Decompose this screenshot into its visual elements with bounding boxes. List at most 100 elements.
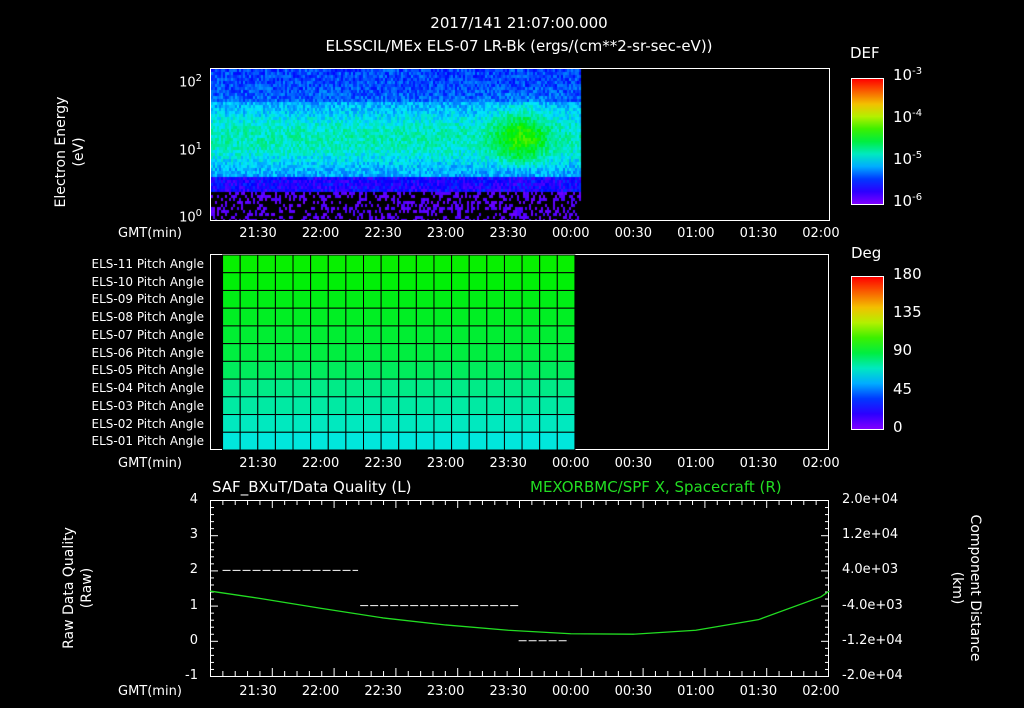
pitch-cell-els-04 xyxy=(363,378,382,398)
pitch-cell-els-07 xyxy=(521,325,541,345)
pitch-cell-els-06 xyxy=(503,343,523,362)
pitch-cell-els-01 xyxy=(503,431,523,451)
pitch-cell-els-02 xyxy=(310,414,329,433)
pitch-cell-els-03 xyxy=(292,396,312,416)
pitch-cell-els-06 xyxy=(310,343,329,362)
pitch-cell-els-01 xyxy=(292,431,312,451)
pitch-cell-els-09 xyxy=(310,289,329,309)
spectrogram-frame xyxy=(210,68,830,221)
pitch-cell-els-05 xyxy=(451,360,470,380)
def-colorbar xyxy=(851,78,884,205)
pitch-cell-els-02 xyxy=(327,414,347,433)
pitch-cell-els-01 xyxy=(521,431,541,451)
pitch-angle-grid xyxy=(210,254,829,451)
pitch-cell-els-10 xyxy=(363,272,382,291)
pitch-cell-els-05 xyxy=(292,360,312,380)
pitch-cell-els-11 xyxy=(433,254,453,274)
time-tick-label: 01:00 xyxy=(677,456,715,471)
pitch-cell-els-10 xyxy=(556,272,576,291)
plot-title: ELSSCIL/MEx ELS-07 LR-Bk (ergs/(cm**2-sr… xyxy=(325,37,713,55)
time-tick-label: 21:30 xyxy=(239,684,277,699)
pitch-cell-els-07 xyxy=(222,325,241,345)
time-tick-label: 23:00 xyxy=(426,684,465,699)
pitch-cell-els-08 xyxy=(451,307,470,327)
pitch-cell-els-09 xyxy=(539,289,558,309)
ytick-1: 100 xyxy=(179,208,202,226)
pitch-cell-els-10 xyxy=(539,272,558,291)
pitch-cell-els-05 xyxy=(257,360,276,380)
pitch-cell-els-06 xyxy=(239,343,259,362)
pitch-cell-els-03 xyxy=(257,396,276,416)
cb-tick: 10-4 xyxy=(893,108,923,126)
time-tick-label: 02:00 xyxy=(802,684,840,699)
pitch-cell-els-08 xyxy=(257,307,276,327)
pitch-cell-els-05 xyxy=(486,360,505,380)
right-ytick: -4.0e+03 xyxy=(842,597,903,613)
pitch-cell-els-11 xyxy=(274,254,294,274)
pitch-cell-els-01 xyxy=(468,431,488,451)
pitch-cell-els-08 xyxy=(292,307,312,327)
pitch-row-label: ELS-09 Pitch Angle xyxy=(91,292,204,307)
pitch-cell-els-03 xyxy=(486,396,505,416)
right-ytick: 1.2e+04 xyxy=(842,527,899,543)
pitch-cell-els-05 xyxy=(222,360,241,380)
pitch-cell-els-07 xyxy=(556,325,576,345)
pitch-cell-els-04 xyxy=(539,378,558,398)
pitch-cell-els-03 xyxy=(222,396,241,416)
time-tick-label: 00:30 xyxy=(614,226,653,241)
cb-tick: 90 xyxy=(893,341,913,359)
right-ytick: -2.0e+04 xyxy=(842,668,903,683)
energy-spectrogram xyxy=(211,69,829,220)
time-tick-label: 00:30 xyxy=(614,456,653,471)
pitch-cell-els-09 xyxy=(222,289,241,309)
time-tick-label: 22:30 xyxy=(364,684,402,699)
pitch-cell-els-11 xyxy=(468,254,488,274)
pitch-cell-els-04 xyxy=(398,378,417,398)
pitch-cell-els-04 xyxy=(451,378,470,398)
pitch-cell-els-01 xyxy=(380,431,400,451)
plot-datetime: 2017/141 21:07:00.000 xyxy=(430,14,608,32)
pitch-cell-els-06 xyxy=(539,343,558,362)
pitch-cell-els-04 xyxy=(433,378,453,398)
time-tick-label: 02:00 xyxy=(802,226,840,241)
pitch-cell-els-11 xyxy=(222,254,241,274)
pitch-cell-els-03 xyxy=(521,396,541,416)
time-tick-label: 01:30 xyxy=(739,456,778,471)
pitch-cell-els-09 xyxy=(521,289,541,309)
pitch-cell-els-07 xyxy=(327,325,347,345)
pitch-cell-els-08 xyxy=(556,307,576,327)
pitch-row-label: ELS-03 Pitch Angle xyxy=(91,398,204,413)
pitch-cell-els-05 xyxy=(398,360,417,380)
cb-tick: 180 xyxy=(893,265,922,283)
time-tick-label: 21:30 xyxy=(239,226,277,241)
ytick-100: 102 xyxy=(179,73,202,91)
cb-tick: 10-3 xyxy=(893,66,923,84)
pitch-cell-els-09 xyxy=(468,289,488,309)
pitch-cell-els-04 xyxy=(222,378,241,398)
pitch-cell-els-01 xyxy=(486,431,505,451)
pitch-cell-els-06 xyxy=(433,343,453,362)
pitch-cell-els-04 xyxy=(503,378,523,398)
pitch-cell-els-08 xyxy=(539,307,558,327)
pitch-cell-els-01 xyxy=(363,431,382,451)
pitch-cell-els-05 xyxy=(468,360,488,380)
pitch-cell-els-10 xyxy=(451,272,470,291)
pitch-cell-els-10 xyxy=(222,272,241,291)
time-tick-label: 01:00 xyxy=(677,226,715,241)
pitch-cell-els-09 xyxy=(433,289,453,309)
pitch-cell-els-09 xyxy=(292,289,312,309)
pitch-cell-els-06 xyxy=(468,343,488,362)
pitch-cell-els-08 xyxy=(415,307,435,327)
pitch-cell-els-07 xyxy=(398,325,417,345)
pitch-cell-els-02 xyxy=(468,414,488,433)
pitch-cell-els-06 xyxy=(222,343,241,362)
pitch-cell-els-10 xyxy=(310,272,329,291)
pitch-cell-els-05 xyxy=(310,360,329,380)
left-ytick: 2 xyxy=(189,562,198,578)
time-tick-label: 22:00 xyxy=(301,684,340,699)
pitch-cell-els-11 xyxy=(345,254,365,274)
pitch-cell-els-11 xyxy=(380,254,400,274)
pitch-cell-els-04 xyxy=(327,378,347,398)
left-ytick: 0 xyxy=(189,632,198,648)
pitch-cell-els-07 xyxy=(380,325,400,345)
